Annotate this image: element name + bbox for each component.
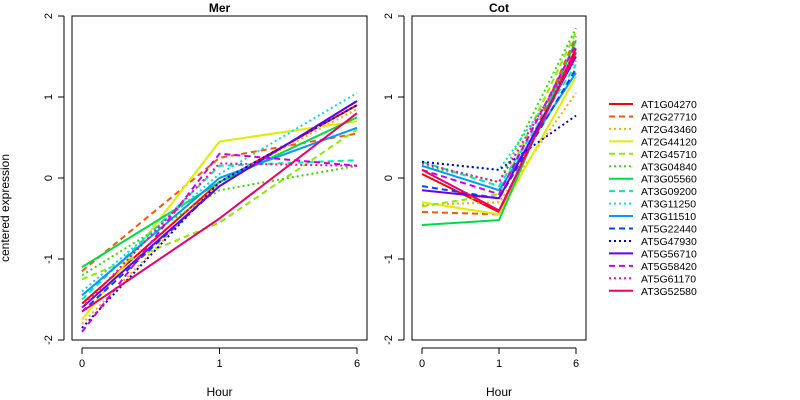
series-line-at2g44120 [421, 76, 577, 216]
legend-label: AT3G11510 [641, 211, 696, 223]
panel-mer: Mer 0 1 6 Hour -2 -1 0 1 2 [43, 1, 368, 399]
legend-label: AT2G45710 [641, 149, 697, 161]
series-line-at2g27710 [421, 35, 577, 216]
panel-title: Mer [209, 1, 231, 15]
legend-item: AT5G58420 [609, 261, 697, 273]
legend-label: AT5G22440 [641, 224, 697, 236]
y-tick-label: 1 [43, 94, 55, 100]
x-tick-label: 6 [573, 358, 579, 370]
legend-item: AT3G04840 [609, 161, 697, 173]
plot-frame [411, 15, 587, 341]
legend-label: AT3G04840 [641, 161, 697, 173]
legend-label: AT2G27710 [641, 111, 697, 123]
x-axis: 0 1 6 Hour [419, 347, 579, 399]
legend-item: AT5G61170 [609, 273, 696, 285]
y-tick-label: 1 [383, 94, 395, 100]
legend-item: AT2G43460 [609, 124, 697, 136]
legend-label: AT3G11250 [641, 199, 696, 211]
series-line-at5g58420 [81, 152, 358, 333]
legend-label: AT5G58420 [641, 261, 697, 273]
legend-item: AT3G11250 [609, 199, 696, 211]
series-line-at3g11510 [421, 72, 577, 192]
y-axis-label: centered expression [0, 154, 12, 262]
series-line-at3g11510 [81, 126, 358, 297]
y-axis: -2 -1 0 1 2 [383, 13, 405, 345]
legend-item: AT1G04270 [609, 99, 697, 111]
legend-item: AT5G56710 [609, 248, 697, 260]
series-line-at3g52580 [421, 51, 577, 212]
legend-label: AT3G52580 [641, 286, 697, 298]
x-tick-label: 0 [419, 358, 425, 370]
legend: AT1G04270AT2G27710AT2G43460AT2G44120AT2G… [609, 99, 697, 298]
legend-item: AT2G45710 [609, 149, 697, 161]
legend-label: AT2G43460 [641, 124, 697, 136]
y-tick-label: -2 [43, 335, 55, 345]
legend-label: AT1G04270 [641, 99, 697, 111]
series-line-at2g27710 [81, 132, 358, 272]
x-tick-label: 1 [216, 358, 222, 370]
series-line-at2g43460 [421, 92, 577, 206]
legend-label: AT3G09200 [641, 186, 697, 198]
legend-item: AT2G44120 [609, 136, 697, 148]
legend-item: AT3G11510 [609, 211, 696, 223]
series-line-at5g47930 [81, 104, 358, 329]
x-axis-label: Hour [486, 385, 512, 399]
series-line-at5g22440 [421, 68, 577, 200]
series-line-at3g52580 [81, 112, 358, 313]
legend-item: AT5G47930 [609, 236, 697, 248]
x-axis: 0 1 6 Hour [79, 347, 360, 399]
legend-item: AT3G05560 [609, 174, 697, 186]
legend-label: AT3G05560 [641, 174, 697, 186]
series-line-at5g61170 [421, 51, 577, 184]
series-line-at3g09200 [421, 64, 577, 188]
y-tick-label: -1 [383, 254, 395, 264]
legend-item: AT2G27710 [609, 111, 697, 123]
y-tick-label: -2 [383, 335, 395, 345]
y-tick-label: 0 [383, 175, 395, 181]
panel-cot: Cot 0 1 6 Hour -2 -1 0 1 2 [383, 1, 587, 399]
y-axis: -2 -1 0 1 2 [43, 13, 65, 345]
series-line-at5g56710 [81, 100, 358, 309]
series-line-at3g11250 [81, 92, 358, 293]
panels: Mer 0 1 6 Hour -2 -1 0 1 2 Cot 0 1 6 Hour -2 -1 0 1 2 [43, 1, 587, 399]
y-tick-label: -1 [43, 254, 55, 264]
legend-item: AT3G09200 [609, 186, 697, 198]
legend-label: AT5G47930 [641, 236, 697, 248]
series-line-at3g05560 [81, 116, 358, 268]
x-tick-label: 0 [79, 358, 85, 370]
series-line-at3g11250 [421, 60, 577, 171]
series-line-at5g61170 [81, 162, 358, 309]
y-tick-label: 0 [43, 175, 55, 181]
panel-title: Cot [489, 1, 509, 15]
legend-item: AT5G22440 [609, 224, 697, 236]
series-line-at5g47930 [421, 114, 577, 171]
series-line-at3g05560 [421, 39, 577, 226]
legend-label: AT2G44120 [641, 136, 697, 148]
legend-label: AT5G56710 [641, 248, 697, 260]
plot-frame [71, 15, 368, 341]
y-tick-label: 2 [383, 13, 395, 19]
y-tick-label: 2 [43, 13, 55, 19]
legend-label: AT5G61170 [641, 273, 696, 285]
series-line-at3g09200 [81, 159, 358, 301]
series-line-at2g45710 [421, 31, 577, 208]
x-axis-label: Hour [206, 385, 232, 399]
series-line-at2g44120 [81, 120, 358, 321]
series-line-at2g43460 [81, 108, 358, 325]
series-line-at3g04840 [81, 164, 358, 277]
x-tick-label: 6 [354, 358, 360, 370]
series-line-at2g45710 [81, 128, 358, 281]
x-tick-label: 1 [496, 358, 502, 370]
series-line-at3g04840 [421, 27, 577, 184]
legend-item: AT3G52580 [609, 286, 697, 298]
